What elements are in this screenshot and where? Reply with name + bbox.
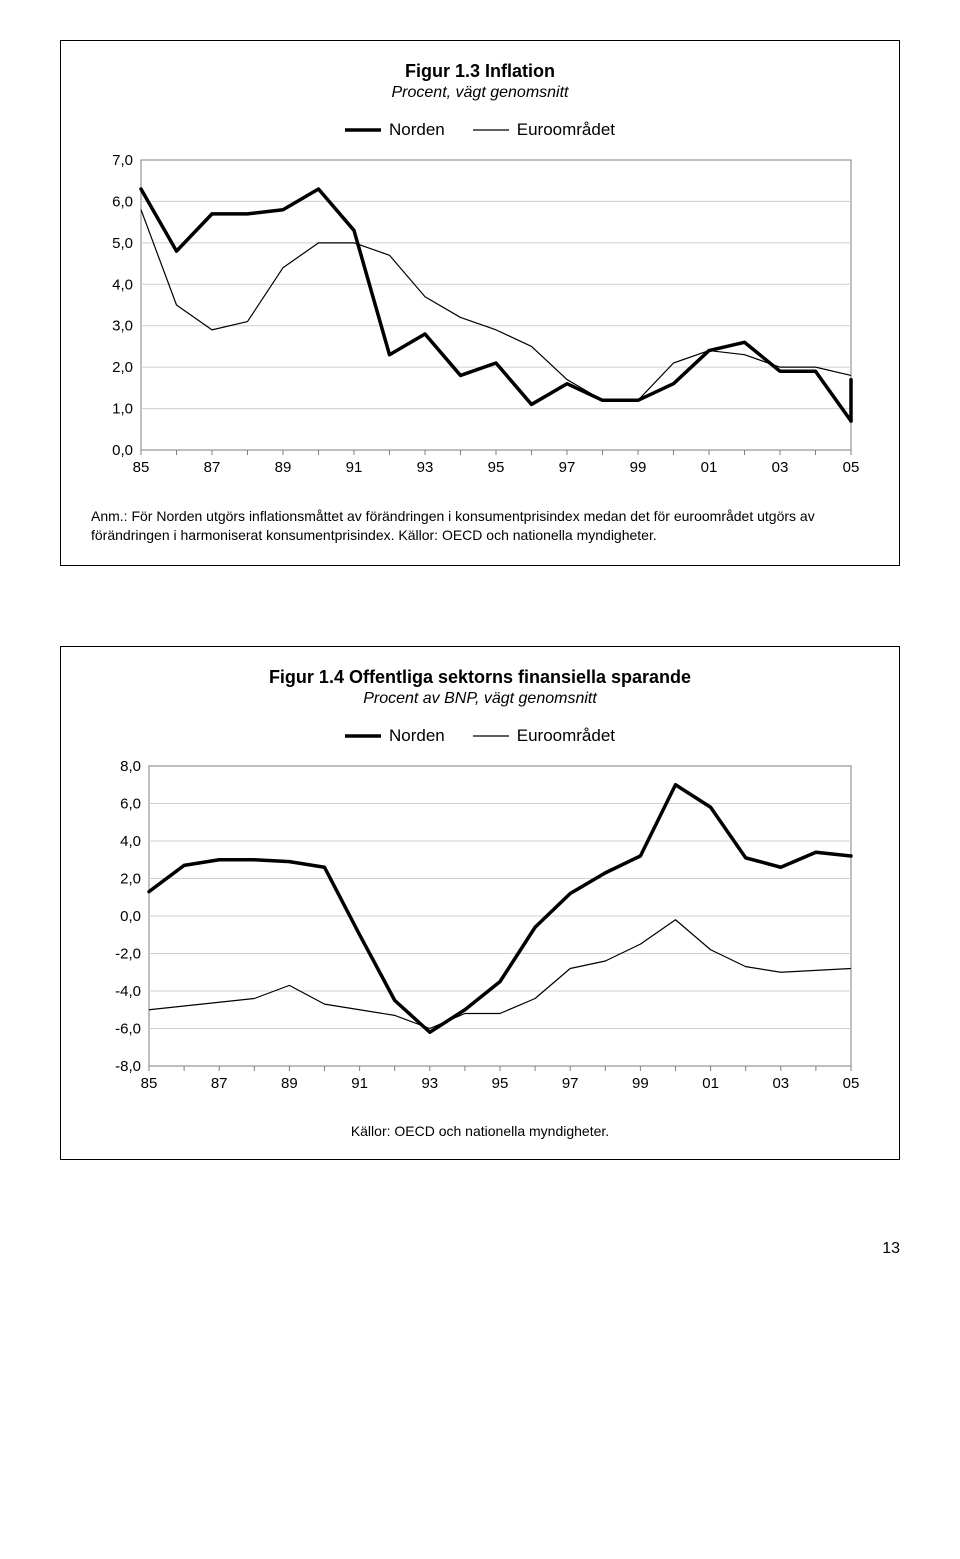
- chart-2-svg: -8,0 -6,0 -4,0 -2,0 0,0 2,0 4,0 6,0 8,0 85 87 89 91 9…: [91, 756, 871, 1106]
- legend-norden-label-2: Norden: [389, 726, 445, 746]
- svg-text:3,0: 3,0: [112, 318, 133, 335]
- svg-text:97: 97: [559, 459, 576, 476]
- figure-2-subtitle: Procent av BNP, vägt genomsnitt: [91, 690, 869, 708]
- svg-text:03: 03: [772, 459, 789, 476]
- legend-norden: Norden: [345, 120, 445, 140]
- legend-euro-2: Euroområdet: [473, 726, 615, 746]
- legend-thick-line-icon: [345, 729, 381, 743]
- figure-1-legend: Norden Euroområdet: [91, 120, 869, 140]
- svg-text:91: 91: [351, 1075, 368, 1092]
- svg-text:0,0: 0,0: [112, 442, 133, 459]
- svg-text:-8,0: -8,0: [115, 1058, 141, 1075]
- figure-2-legend: Norden Euroområdet: [91, 726, 869, 746]
- legend-norden-label: Norden: [389, 120, 445, 140]
- svg-text:05: 05: [843, 1075, 860, 1092]
- svg-text:2,0: 2,0: [120, 870, 141, 887]
- svg-text:-4,0: -4,0: [115, 983, 141, 1000]
- figure-1-container: Figur 1.3 Inflation Procent, vägt genoms…: [60, 40, 900, 566]
- svg-text:0,0: 0,0: [120, 908, 141, 925]
- svg-text:4,0: 4,0: [112, 276, 133, 293]
- svg-text:2,0: 2,0: [112, 359, 133, 376]
- legend-thin-line-icon: [473, 729, 509, 743]
- figure-2-chart: -8,0 -6,0 -4,0 -2,0 0,0 2,0 4,0 6,0 8,0 85 87 89 91 9…: [91, 756, 869, 1111]
- page-number: 13: [60, 1240, 900, 1258]
- svg-text:85: 85: [133, 459, 150, 476]
- figure-2-title: Figur 1.4 Offentliga sektorns finansiell…: [91, 667, 869, 688]
- svg-text:01: 01: [702, 1075, 719, 1092]
- figure-1-note: Anm.: För Norden utgörs inflationsmåttet…: [91, 507, 869, 545]
- svg-text:6,0: 6,0: [112, 193, 133, 210]
- figure-2-source: Källor: OECD och nationella myndigheter.: [91, 1123, 869, 1139]
- svg-text:87: 87: [211, 1075, 228, 1092]
- svg-text:95: 95: [488, 459, 505, 476]
- figure-2-container: Figur 1.4 Offentliga sektorns finansiell…: [60, 646, 900, 1160]
- figure-1-subtitle: Procent, vägt genomsnitt: [91, 84, 869, 102]
- svg-text:99: 99: [632, 1075, 649, 1092]
- svg-text:7,0: 7,0: [112, 152, 133, 169]
- legend-euro-label-2: Euroområdet: [517, 726, 615, 746]
- legend-euro-label: Euroområdet: [517, 120, 615, 140]
- svg-text:87: 87: [204, 459, 221, 476]
- svg-text:93: 93: [417, 459, 434, 476]
- svg-text:91: 91: [346, 459, 363, 476]
- svg-text:01: 01: [701, 459, 718, 476]
- figure-1-title: Figur 1.3 Inflation: [91, 61, 869, 82]
- legend-euro: Euroområdet: [473, 120, 615, 140]
- svg-text:97: 97: [562, 1075, 579, 1092]
- svg-text:5,0: 5,0: [112, 235, 133, 252]
- svg-text:93: 93: [421, 1075, 438, 1092]
- legend-norden-2: Norden: [345, 726, 445, 746]
- legend-thin-line-icon: [473, 123, 509, 137]
- svg-text:95: 95: [492, 1075, 509, 1092]
- svg-text:99: 99: [630, 459, 647, 476]
- svg-text:89: 89: [281, 1075, 298, 1092]
- svg-text:-6,0: -6,0: [115, 1020, 141, 1037]
- legend-thick-line-icon: [345, 123, 381, 137]
- svg-text:6,0: 6,0: [120, 795, 141, 812]
- chart-1-svg: 0,0 1,0 2,0 3,0 4,0 5,0 6,0 7,0 85 87 89 91 93 95 97 99…: [91, 150, 871, 490]
- svg-text:03: 03: [772, 1075, 789, 1092]
- svg-text:8,0: 8,0: [120, 758, 141, 775]
- svg-text:05: 05: [843, 459, 860, 476]
- svg-text:4,0: 4,0: [120, 833, 141, 850]
- svg-text:1,0: 1,0: [112, 401, 133, 418]
- svg-text:89: 89: [275, 459, 292, 476]
- svg-text:85: 85: [141, 1075, 158, 1092]
- svg-text:-2,0: -2,0: [115, 945, 141, 962]
- figure-1-chart: 0,0 1,0 2,0 3,0 4,0 5,0 6,0 7,0 85 87 89 91 93 95 97 99…: [91, 150, 869, 495]
